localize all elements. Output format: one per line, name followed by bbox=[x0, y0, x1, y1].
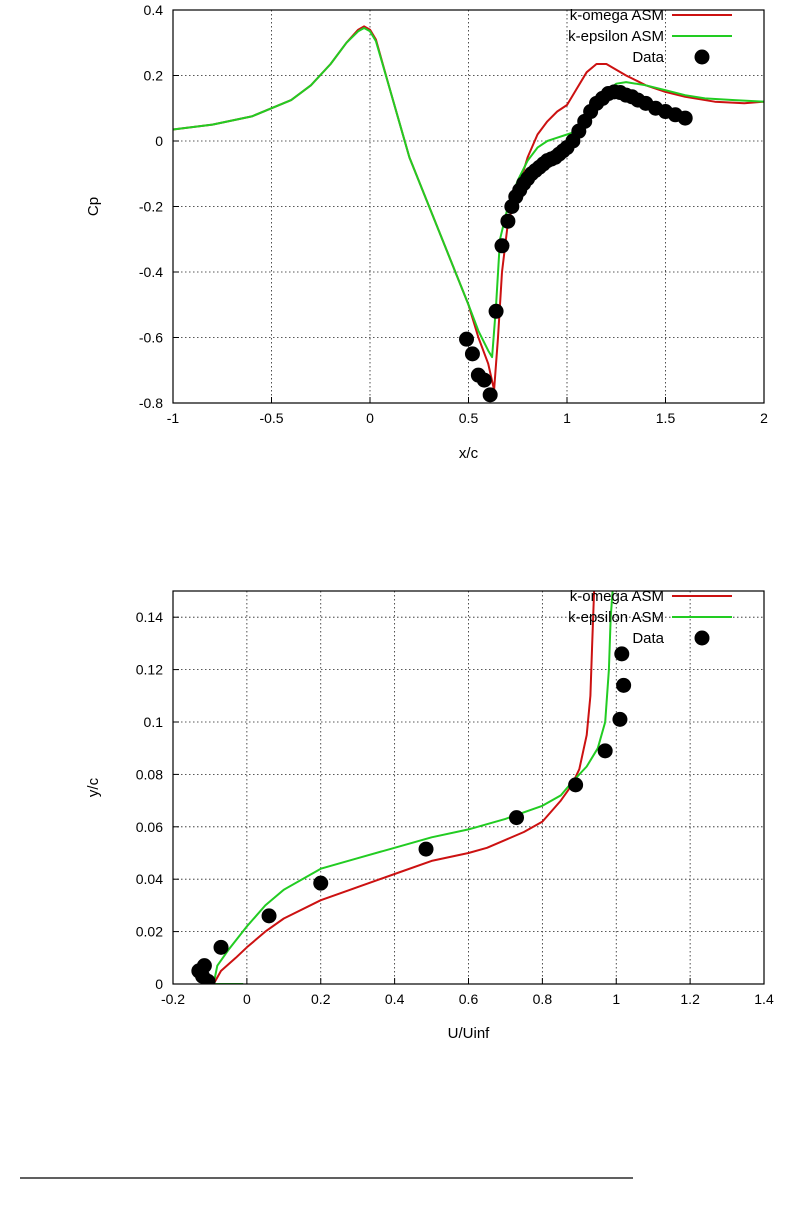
x-axis-label: U/Uinf bbox=[448, 1025, 491, 1042]
x-tick-label: 1 bbox=[563, 410, 571, 426]
series-line-k-epsilon-asm bbox=[212, 591, 614, 984]
legend-label-data: Data bbox=[632, 630, 664, 647]
data-point bbox=[418, 841, 434, 857]
x-tick-label: 1.4 bbox=[754, 991, 774, 1007]
data-point bbox=[677, 110, 693, 126]
x-tick-label: -0.5 bbox=[259, 410, 283, 426]
y-tick-label: -0.2 bbox=[139, 199, 163, 215]
y-tick-label: 0.1 bbox=[144, 714, 164, 730]
data-point bbox=[500, 213, 516, 229]
data-point bbox=[196, 958, 212, 974]
legend-swatch-data bbox=[694, 630, 710, 646]
legend-label-k-omega-asm: k-omega ASM bbox=[570, 588, 664, 605]
x-axis-label: x/c bbox=[459, 445, 479, 462]
plot-frame bbox=[172, 590, 765, 985]
y-tick-label: 0.08 bbox=[136, 766, 163, 782]
x-tick-label: 0.8 bbox=[533, 991, 553, 1007]
cp-chart: -1 -0.5 0 0.5 1 1.5 2 -0.8 -0.6 -0.4 -0.2 0 0.2 0.4 x/… bbox=[85, 2, 768, 462]
y-tick-label: 0.02 bbox=[136, 924, 163, 940]
y-tick-label: 0.2 bbox=[144, 68, 164, 84]
series-line-k-epsilon-asm bbox=[173, 27, 764, 359]
plot-area bbox=[173, 25, 764, 403]
x-tick-label: 1.2 bbox=[680, 991, 700, 1007]
data-point bbox=[488, 303, 504, 319]
data-point bbox=[459, 331, 475, 347]
data-point bbox=[213, 939, 229, 955]
plot-area bbox=[191, 591, 632, 984]
x-tick-label: 1 bbox=[612, 991, 620, 1007]
data-point bbox=[614, 646, 630, 662]
y-tick-label: 0.14 bbox=[136, 609, 163, 625]
series-line-k-omega-asm bbox=[212, 591, 596, 984]
y-tick-label: -0.4 bbox=[139, 264, 163, 280]
x-tick-label: -0.2 bbox=[161, 991, 185, 1007]
legend-label-k-epsilon-asm: k-epsilon ASM bbox=[568, 28, 664, 45]
velocity-profile-chart: -0.2 0 0.2 0.4 0.6 0.8 1 1.2 1.400.020.040.060.0… bbox=[85, 588, 774, 1042]
y-tick-label: 0 bbox=[155, 976, 163, 992]
data-point bbox=[612, 711, 628, 727]
x-tick-label: -1 bbox=[167, 410, 180, 426]
y-tick-label: 0.4 bbox=[144, 2, 164, 18]
legend-label-data: Data bbox=[632, 49, 664, 66]
x-tick-label: 1.5 bbox=[656, 410, 676, 426]
plot-frame bbox=[172, 9, 765, 404]
data-point bbox=[464, 346, 480, 362]
y-tick-label: 0.12 bbox=[136, 662, 163, 678]
data-point bbox=[597, 743, 613, 759]
y-axis-label: Cp bbox=[85, 197, 102, 216]
x-tick-label: 0 bbox=[243, 991, 251, 1007]
x-tick-label: 0.2 bbox=[311, 991, 331, 1007]
x-tick-label: 0.5 bbox=[459, 410, 479, 426]
legend-swatch-data bbox=[694, 49, 710, 65]
data-point bbox=[476, 372, 492, 388]
data-point bbox=[261, 908, 277, 924]
data-point bbox=[509, 810, 525, 826]
data-point bbox=[200, 973, 216, 984]
y-tick-label: -0.6 bbox=[139, 330, 163, 346]
x-tick-label: 2 bbox=[760, 410, 768, 426]
x-tick-label: 0.6 bbox=[459, 991, 479, 1007]
legend-label-k-omega-asm: k-omega ASM bbox=[570, 7, 664, 24]
legend-label-k-epsilon-asm: k-epsilon ASM bbox=[568, 609, 664, 626]
y-tick-label: 0.06 bbox=[136, 819, 163, 835]
x-tick-label: 0.4 bbox=[385, 991, 405, 1007]
y-axis-label: y/c bbox=[85, 777, 102, 797]
x-tick-label: 0 bbox=[366, 410, 374, 426]
y-tick-label: 0.04 bbox=[136, 871, 163, 887]
data-point bbox=[494, 238, 510, 254]
data-point bbox=[482, 387, 498, 403]
data-point bbox=[313, 875, 329, 891]
y-tick-label: -0.8 bbox=[139, 395, 163, 411]
data-point bbox=[568, 777, 584, 793]
data-point bbox=[616, 677, 632, 693]
y-tick-label: 0 bbox=[155, 133, 163, 149]
